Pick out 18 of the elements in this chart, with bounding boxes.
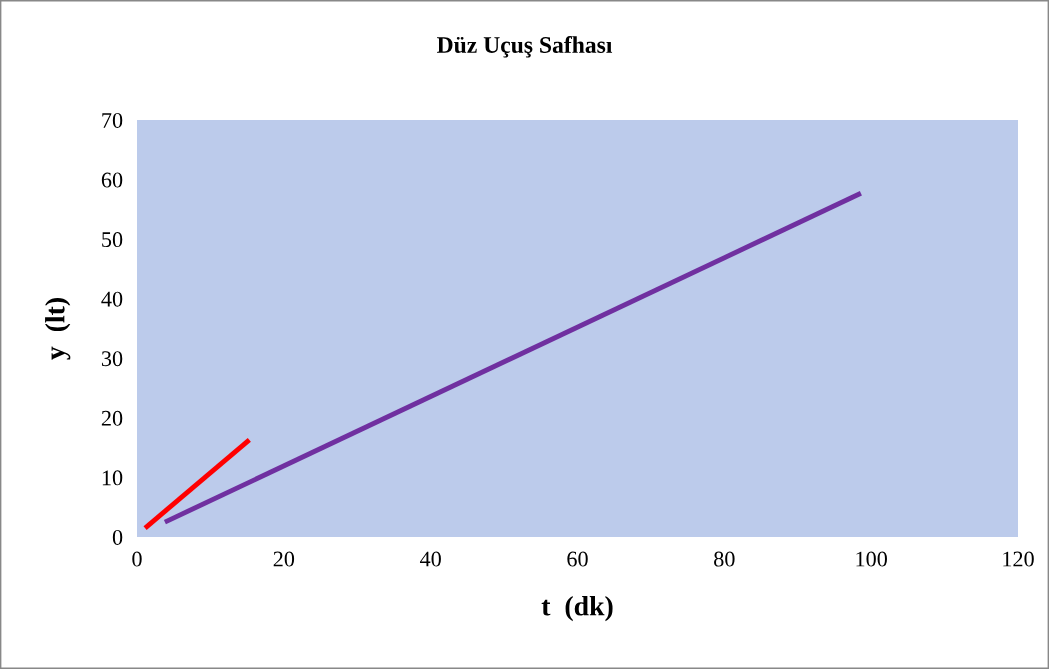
y-tick-label: 10	[102, 470, 123, 486]
y-tick-label: 60	[101, 172, 123, 188]
x-tick-label: 0	[132, 551, 142, 567]
y-tick-label: 40	[101, 291, 123, 307]
x-tick-label: 100	[856, 551, 887, 567]
y-axis-title: y (lt)	[45, 298, 71, 360]
x-tick-label: 120	[1003, 551, 1034, 567]
y-tick-label: 70	[102, 112, 123, 128]
x-tick-label: 40	[419, 551, 441, 567]
x-tick-label: 80	[714, 551, 735, 567]
y-tick-label: 50	[102, 232, 123, 248]
chart-title: Düz Uçuş Safhası	[437, 36, 613, 58]
x-tick-label: 60	[567, 551, 588, 567]
y-tick-label: 0	[112, 529, 123, 545]
y-tick-label: 30	[101, 351, 123, 367]
x-tick-label: 20	[273, 551, 295, 567]
y-tick-label: 20	[101, 410, 123, 426]
x-axis-title: t (dk)	[541, 596, 613, 622]
